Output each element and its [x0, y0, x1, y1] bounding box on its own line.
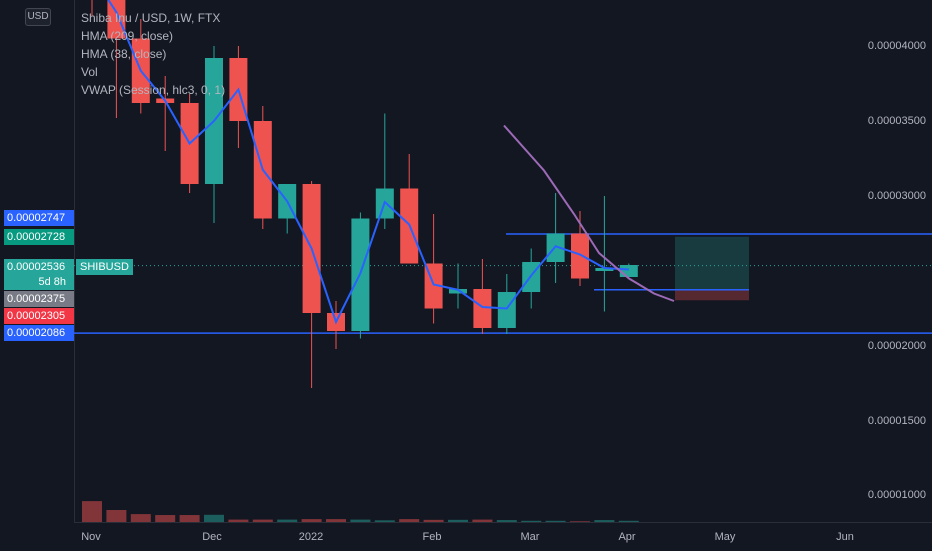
volume-bar	[179, 515, 200, 522]
position-profit-zone	[675, 236, 749, 290]
volume-bar	[570, 521, 590, 522]
time-label: Feb	[422, 531, 442, 543]
volume-bar	[448, 519, 468, 522]
legend-indicator[interactable]: HMA (38, close)	[81, 47, 167, 61]
volume-bar	[496, 520, 517, 522]
candle-body	[449, 289, 467, 294]
legend-indicator[interactable]: Vol	[81, 65, 98, 79]
price-tag-range-high: 0.00002728	[4, 229, 74, 245]
volume-bar	[472, 519, 493, 522]
volume-bar	[399, 519, 420, 522]
candle-body	[595, 268, 614, 271]
price-tick: 0.00004000	[867, 40, 926, 52]
time-axis[interactable]: Nov Dec 2022 Feb Mar Apr May Jun	[74, 522, 932, 551]
candle-body	[473, 289, 492, 328]
price-tick: 0.00001000	[867, 489, 926, 501]
candle-body	[619, 265, 638, 277]
price-tag-last: 0.00002536	[4, 259, 74, 275]
price-tag-vwap: 0.00002375	[4, 291, 74, 307]
volume-bar	[252, 519, 273, 522]
price-tag-support: 0.00002086	[4, 325, 74, 341]
legend-indicator[interactable]: HMA (209, close)	[81, 29, 174, 43]
volume-bar	[106, 510, 127, 522]
time-label: Dec	[202, 531, 222, 543]
candle-body	[107, 0, 126, 39]
time-label: Mar	[520, 531, 540, 543]
hma-slow-line	[503, 124, 675, 302]
volume-bar	[545, 520, 566, 522]
chart-plot-area[interactable]	[74, 0, 932, 522]
price-tick: 0.00003000	[867, 190, 926, 202]
volume-bar	[594, 520, 615, 522]
time-label: May	[714, 531, 736, 543]
time-label: 2022	[298, 531, 324, 543]
volume-bar	[301, 519, 322, 522]
time-label: Apr	[618, 531, 636, 543]
volume-bar	[204, 514, 224, 522]
volume-bar	[521, 520, 542, 522]
chart-legend: Shiba Inu / USD, 1W, FTX HMA (209, close…	[81, 9, 225, 99]
candle-body	[571, 233, 589, 279]
volume-bar	[155, 515, 176, 522]
symbol-tag: SHIBUSD	[76, 259, 133, 275]
hma-fast-line	[107, 0, 629, 325]
volume-bar	[374, 520, 395, 522]
legend-title[interactable]: Shiba Inu / USD, 1W, FTX	[81, 11, 221, 25]
price-tag-range-low: 0.00002305	[4, 308, 74, 324]
candle-body	[497, 292, 516, 328]
volume-bar	[618, 520, 639, 522]
candlestick-chart	[74, 0, 932, 522]
time-label: Jun	[836, 531, 854, 543]
volume-bar	[228, 519, 249, 522]
time-label: Nov	[81, 531, 101, 543]
volume-bar	[326, 519, 346, 522]
legend-indicator[interactable]: VWAP (Session, hlc3, 0, 1)	[81, 83, 226, 97]
volume-bar	[277, 519, 298, 522]
volume-bar	[350, 519, 371, 522]
price-tick: 0.00003500	[867, 115, 926, 127]
currency-button[interactable]: USD	[25, 8, 51, 26]
price-tick: 0.00001500	[867, 415, 926, 427]
bar-countdown: 5d 8h	[4, 275, 74, 290]
price-tick: 0.00002000	[867, 340, 926, 352]
volume-bar	[82, 501, 102, 522]
position-loss-zone	[675, 289, 749, 301]
volume-bar	[423, 519, 444, 522]
price-tag-hma: 0.00002747	[4, 210, 74, 226]
volume-bar	[130, 514, 151, 522]
